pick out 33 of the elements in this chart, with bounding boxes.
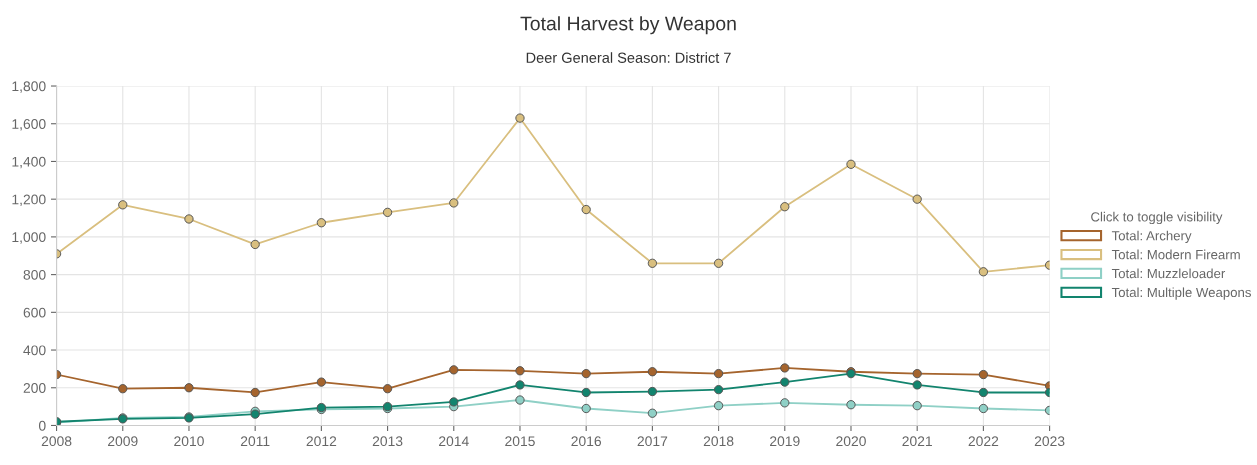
legend-title: Click to toggle visibility [1091, 211, 1223, 225]
x-tick-label: 2018 [703, 436, 734, 447]
x-tick-label: 2022 [968, 436, 999, 447]
x-tick-label: 2019 [770, 436, 800, 447]
legend-label: Total: Multiple Weapons [1111, 287, 1251, 300]
legend-label: Total: Modern Firearm [1111, 249, 1240, 260]
legend-label: Total: Archery [1111, 230, 1192, 243]
x-tick-label: 2021 [902, 436, 932, 447]
x-tick-label: 2012 [306, 436, 337, 447]
chart-title: Total Harvest by Weapon [520, 16, 736, 35]
y-tick-label: 1,400 [12, 156, 46, 169]
y-tick-label: 600 [23, 307, 46, 318]
x-tick-label: 2020 [836, 436, 866, 447]
y-tick-label: 0 [38, 420, 46, 431]
x-tick-label: 2014 [439, 436, 469, 447]
x-tick-label: 2023 [1034, 436, 1065, 447]
y-tick-label: 1,600 [12, 119, 46, 131]
x-tick-label: 2008 [41, 436, 72, 447]
x-tick-label: 2011 [240, 436, 270, 447]
y-tick-label: 400 [23, 345, 46, 356]
x-tick-label: 2016 [571, 436, 602, 447]
y-tick-label: 1,800 [12, 81, 46, 93]
x-tick-label: 2015 [505, 436, 535, 447]
x-tick-label: 2010 [174, 436, 204, 447]
x-tick-label: 2009 [108, 436, 138, 447]
y-tick-label: 1,000 [12, 232, 46, 244]
y-tick-label: 200 [23, 383, 46, 393]
x-tick-label: 2013 [372, 436, 403, 447]
y-tick-label: 1,200 [12, 194, 46, 206]
chart-subtitle: Deer General Season: District 7 [526, 52, 731, 63]
legend-label: Total: Muzzleloader [1111, 268, 1226, 279]
x-tick-label: 2017 [637, 436, 668, 447]
y-tick-label: 800 [23, 269, 46, 280]
